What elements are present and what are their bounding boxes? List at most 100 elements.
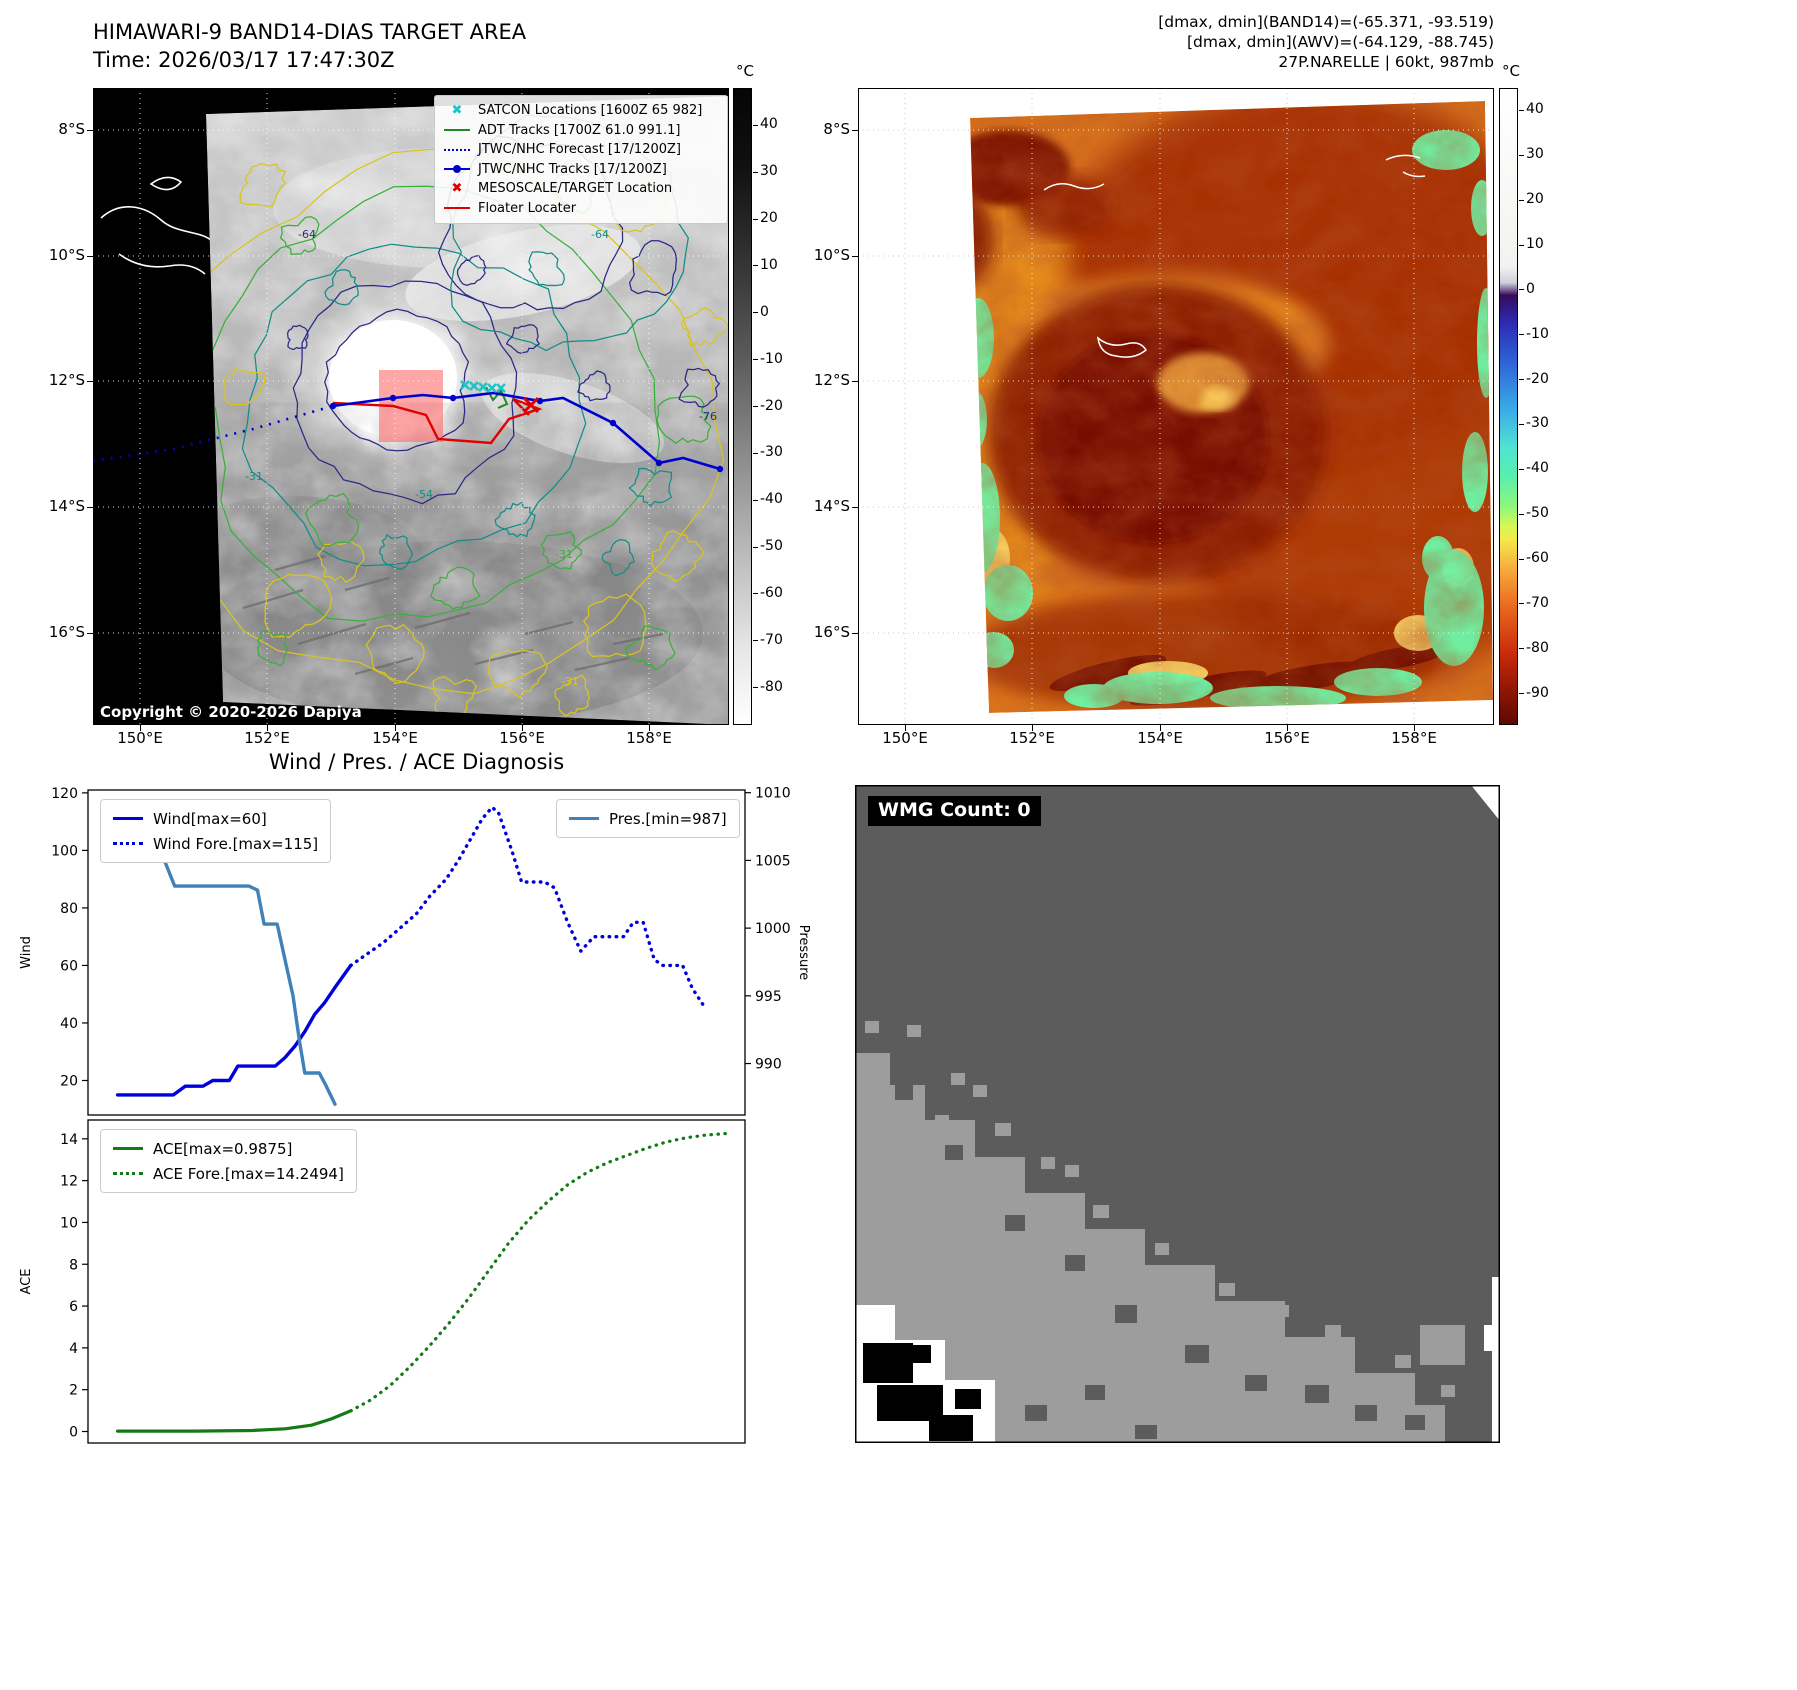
wmg-dark-speckles — [895, 1085, 1425, 1439]
tick-mark — [1287, 725, 1288, 731]
colorbar-tick-label: -40 — [760, 491, 783, 508]
colorbar-tick-label: 30 — [760, 163, 778, 180]
awv-swath — [970, 101, 1493, 713]
band14-time: Time: 2026/03/17 17:47:30Z — [93, 48, 395, 72]
plot-frame — [858, 88, 1494, 725]
colorbar-tick-label: -90 — [1526, 684, 1549, 701]
colorbar-tick-label: -20 — [1526, 370, 1549, 387]
colorbar-tick-label: -30 — [760, 444, 783, 461]
lat-tick-label: 12°S — [813, 371, 850, 389]
tick-mark — [522, 725, 523, 731]
series-wind — [115, 963, 353, 1097]
wind-legend: Wind[max=60] Wind Fore.[max=115] — [100, 799, 332, 863]
plot-frame — [87, 1119, 746, 1444]
colorbar-tick-label: -70 — [760, 631, 783, 648]
y-tick-label: 120 — [51, 786, 78, 802]
cloud-streaks — [242, 554, 664, 676]
tick-mark — [905, 725, 906, 731]
wmg-light-speckles — [865, 1021, 1465, 1397]
chart-ace: 0 2 4 6 8 10 12 14 ACE — [19, 1119, 746, 1444]
y-tick-label: 14 — [60, 1132, 78, 1148]
y-tick-label: 2 — [69, 1383, 78, 1399]
tick-mark — [753, 312, 758, 314]
tick-mark — [1032, 725, 1033, 731]
colorbar-tick-label: -60 — [1526, 550, 1549, 567]
legend-marker-icon — [113, 817, 143, 820]
tick-mark — [1519, 244, 1524, 246]
legend-item: Wind Fore.[max=115] — [113, 831, 318, 856]
colorbar-tick-label: 20 — [1526, 191, 1544, 208]
lon-tick-label: 154°E — [1137, 729, 1183, 747]
series-wind-fore- — [349, 805, 708, 1011]
colorbar-tick-label: -40 — [1526, 460, 1549, 477]
tick-mark — [753, 640, 758, 642]
y-tick-label: 100 — [51, 843, 78, 859]
plot-frame — [855, 785, 1500, 1443]
lat-tick-label: 16°S — [48, 623, 85, 641]
lon-tick-label: 152°E — [1009, 729, 1055, 747]
y2-tick-label: 1005 — [755, 853, 791, 869]
lat-tick-label: 8°S — [823, 120, 850, 138]
wmg-map-image — [855, 785, 1500, 1443]
colorbar-tick-label: 40 — [1526, 101, 1544, 118]
legend-marker-icon: ✖ — [451, 180, 463, 196]
lon-tick-label: 158°E — [1391, 729, 1437, 747]
y-tick-label: 20 — [60, 1073, 78, 1089]
y-axis-label: Wind — [19, 936, 34, 969]
y-axis-label: ACE — [19, 1269, 34, 1295]
y-tick-label: 8 — [69, 1257, 78, 1273]
band14-legend: ✖ SATCON Locations [1600Z 65 982] ADT Trac… — [434, 95, 728, 224]
y2-axis-label: Pressure — [796, 925, 811, 981]
legend-marker-icon — [444, 129, 470, 132]
colorbar-tick-label: 30 — [1526, 146, 1544, 163]
colorbar-tick-label: -80 — [1526, 639, 1549, 656]
tick-mark — [1519, 513, 1524, 515]
floater-track — [332, 397, 543, 445]
contour-label: -31 — [245, 470, 263, 483]
contour-label: -31 — [561, 675, 579, 688]
tick-mark — [753, 124, 758, 126]
contour-value-labels: -64 -64 -31 -54 -31 -31 -76 — [245, 228, 717, 688]
colorbar-tick-label: 20 — [760, 210, 778, 227]
contour-label: -31 — [555, 548, 573, 561]
legend-item: Pres.[min=987] — [569, 806, 727, 831]
legend-item: ✖ MESOSCALE/TARGET Location — [444, 179, 718, 199]
tick-mark — [753, 406, 758, 407]
legend-item: ✖ SATCON Locations [1600Z 65 982] — [444, 101, 718, 121]
tick-mark — [1519, 558, 1524, 560]
y2-tick-label: 990 — [755, 1057, 782, 1073]
legend-marker-icon — [569, 817, 599, 820]
tick-mark — [753, 171, 758, 173]
adt-track — [485, 386, 509, 409]
band14-colorbar-unit: °C — [736, 62, 754, 80]
lat-tick-label: 16°S — [813, 623, 850, 641]
tick-mark — [1519, 154, 1524, 156]
coastlines — [1043, 154, 1426, 358]
colorbar-tick-label: 10 — [1526, 236, 1544, 252]
tick-mark — [1519, 423, 1524, 425]
colorbar-tick-label: -60 — [760, 584, 783, 601]
series-ace — [115, 1409, 353, 1433]
legend-label: ADT Tracks [1700Z 61.0 991.1] — [478, 122, 681, 138]
legend-marker-icon — [444, 207, 470, 210]
pressure-legend: Pres.[min=987] — [556, 799, 740, 838]
legend-marker-icon: ✖ — [451, 102, 463, 118]
lon-tick-label: 150°E — [882, 729, 928, 747]
ace-legend: ACE[max=0.9875] ACE Fore.[max=14.2494] — [100, 1129, 357, 1193]
awv-header: [dmax, dmin](BAND14)=(-65.371, -93.519) … — [1000, 12, 1494, 72]
wmg-black-blobs — [863, 1343, 981, 1441]
lat-tick-label: 10°S — [48, 246, 85, 264]
legend-label: Floater Locater — [478, 200, 577, 216]
awv-header-line3: 27P.NARELLE | 60kt, 987mb — [1278, 53, 1494, 71]
tick-mark — [140, 725, 141, 731]
y-tick-label: 40 — [60, 1016, 78, 1032]
colorbar-tick-label: -80 — [760, 678, 783, 695]
lon-tick-label: 156°E — [1264, 729, 1310, 747]
tick-mark — [753, 265, 758, 267]
tick-mark — [753, 593, 758, 595]
legend-marker-icon — [113, 1172, 143, 1175]
tick-mark — [267, 725, 268, 731]
legend-label: Wind Fore.[max=115] — [153, 834, 319, 853]
contour-label: -64 — [591, 228, 609, 241]
